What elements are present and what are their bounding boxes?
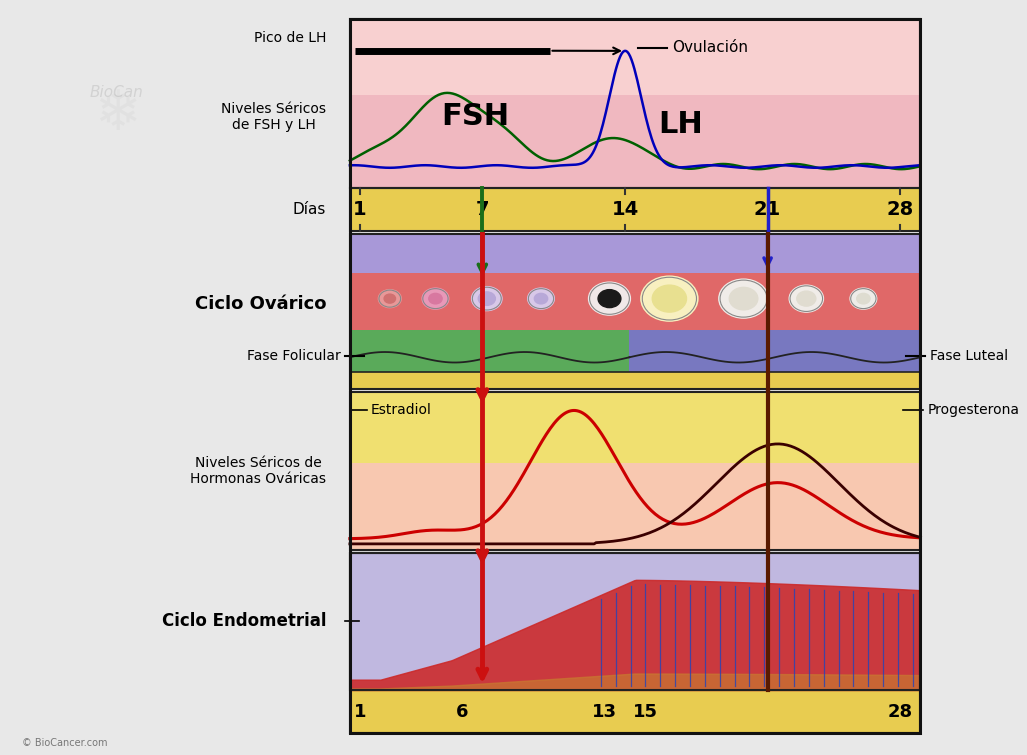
Text: Estradiol: Estradiol [371, 403, 431, 418]
Bar [350, 273, 920, 329]
Text: 1: 1 [354, 703, 367, 721]
Text: Ovulación: Ovulación [673, 40, 749, 55]
Text: 13: 13 [593, 703, 617, 721]
Circle shape [479, 292, 495, 305]
Circle shape [598, 290, 621, 307]
Bar [350, 463, 920, 550]
Text: BioCancer.com: BioCancer.com [735, 670, 849, 684]
Text: 21: 21 [754, 200, 782, 219]
Text: Días: Días [293, 202, 327, 217]
Circle shape [588, 282, 631, 315]
Text: 7: 7 [476, 200, 489, 219]
Bar [350, 690, 920, 734]
Bar [350, 20, 920, 734]
Circle shape [652, 285, 686, 312]
Circle shape [850, 288, 877, 309]
Text: LH: LH [658, 109, 703, 139]
Bar [350, 690, 920, 734]
Text: ❄: ❄ [93, 88, 140, 142]
Bar [350, 553, 920, 690]
Circle shape [641, 276, 698, 321]
Bar [350, 553, 920, 734]
Text: 28: 28 [886, 200, 914, 219]
Circle shape [378, 290, 402, 307]
Bar [630, 329, 920, 372]
Bar [350, 329, 630, 372]
Circle shape [429, 294, 442, 304]
Circle shape [422, 288, 449, 309]
Text: FSH: FSH [442, 102, 509, 131]
Bar [350, 234, 920, 389]
Bar [350, 20, 920, 188]
Text: Fase Folicular: Fase Folicular [246, 349, 340, 362]
Circle shape [797, 291, 815, 306]
Bar [350, 188, 920, 231]
Circle shape [857, 294, 870, 304]
Bar [350, 392, 920, 550]
Text: Niveles Séricos de
Hormonas Ováricas: Niveles Séricos de Hormonas Ováricas [190, 456, 327, 486]
Bar [350, 234, 920, 273]
Text: Ciclo Endometrial: Ciclo Endometrial [161, 612, 327, 630]
Bar [350, 553, 920, 690]
Text: © BioCancer.com: © BioCancer.com [22, 738, 107, 748]
Circle shape [534, 294, 547, 304]
Circle shape [729, 288, 758, 310]
Text: Ciclo Ovárico: Ciclo Ovárico [194, 295, 327, 313]
Text: 6: 6 [456, 703, 468, 721]
Text: 28: 28 [887, 703, 913, 721]
Text: 1: 1 [353, 200, 367, 219]
Bar [350, 392, 920, 550]
Circle shape [384, 294, 395, 303]
Bar [350, 20, 920, 188]
Text: Niveles Séricos
de FSH y LH: Niveles Séricos de FSH y LH [221, 102, 327, 132]
Text: BioCan: BioCan [90, 85, 144, 100]
Text: 15: 15 [633, 703, 658, 721]
Circle shape [789, 285, 824, 312]
Bar [350, 372, 920, 389]
Circle shape [528, 288, 555, 309]
Bar [350, 95, 920, 188]
Text: Pico de LH: Pico de LH [254, 31, 327, 45]
Text: 14: 14 [611, 200, 639, 219]
Bar [350, 372, 920, 389]
Circle shape [471, 287, 502, 310]
Text: ❄: ❄ [779, 636, 824, 689]
Circle shape [719, 279, 768, 318]
Bar [350, 188, 920, 231]
Text: Progesterona: Progesterona [928, 403, 1020, 418]
Text: Fase Luteal: Fase Luteal [929, 349, 1009, 362]
